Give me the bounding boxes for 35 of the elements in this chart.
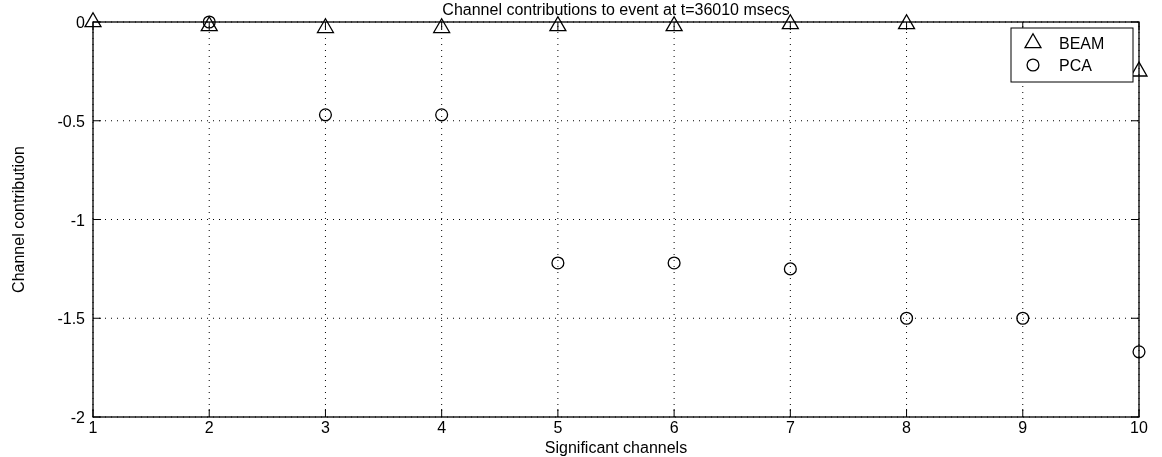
legend-label: PCA [1059, 57, 1093, 74]
x-tick-label: 4 [437, 419, 447, 436]
point [318, 108, 333, 122]
y-tick-label: -2 [70, 409, 86, 426]
x-axis-title: Significant channels [544, 439, 688, 456]
x-tick-label: 9 [1018, 419, 1028, 436]
x-tick-label: 6 [669, 419, 679, 436]
point [433, 18, 451, 34]
y-axis-title: Channel contribution [10, 146, 27, 293]
point [897, 14, 916, 30]
x-tick-label: 10 [1130, 419, 1148, 436]
point [665, 16, 683, 32]
y-tick-label: -0.5 [57, 112, 86, 130]
point [435, 108, 449, 122]
point [84, 12, 102, 28]
point [1016, 311, 1030, 325]
point [781, 14, 799, 30]
x-tick-label: 7 [785, 419, 795, 436]
y-tick-label: 0 [76, 14, 86, 31]
x-tick-label: 5 [553, 419, 563, 436]
point [899, 311, 914, 325]
x-tick-label: 1 [88, 419, 98, 436]
legend-label: BEAM [1059, 35, 1105, 52]
point [549, 16, 567, 32]
x-tick-label: 2 [204, 419, 214, 436]
x-tick-label: 3 [320, 419, 330, 436]
chart-title: Channel contributions to event at t=36010 msecs [442, 1, 790, 18]
point [551, 256, 565, 270]
y-tick-label: -1.5 [57, 310, 86, 328]
point [316, 18, 335, 34]
point [1132, 345, 1146, 359]
x-tick-label: 8 [902, 419, 912, 436]
y-tick-label: -1 [70, 211, 86, 229]
point [783, 262, 797, 276]
point [667, 256, 681, 270]
